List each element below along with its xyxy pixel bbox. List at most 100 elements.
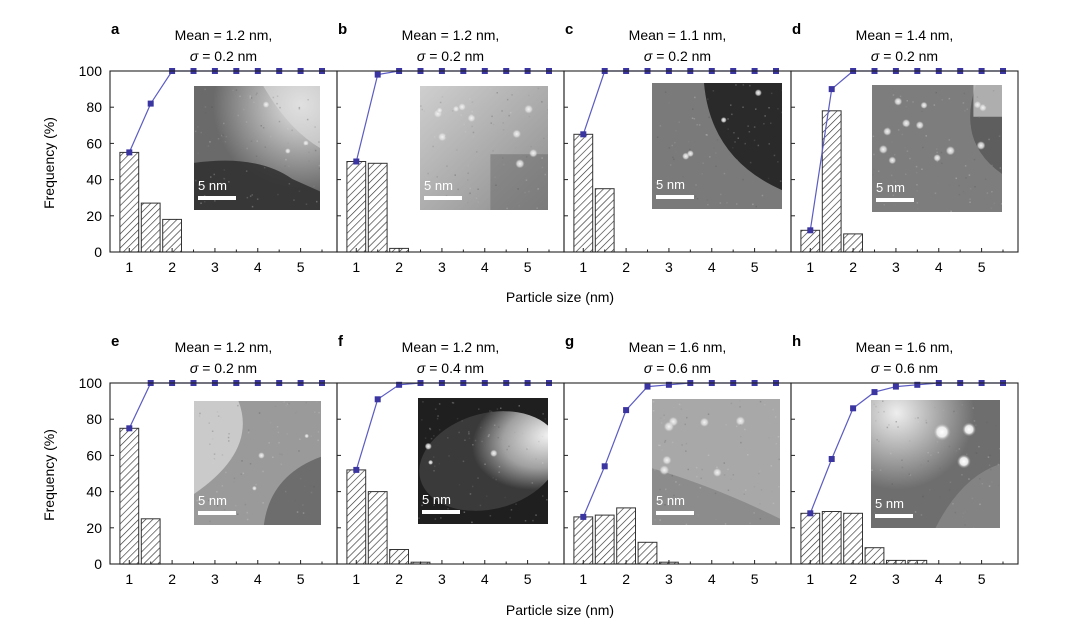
micrograph-grain: [753, 486, 756, 488]
histogram-bar: [573, 516, 594, 565]
micrograph-grain: [518, 205, 520, 207]
micrograph-grain: [899, 95, 902, 98]
micrograph-grain: [541, 435, 544, 438]
micrograph-grain: [686, 416, 688, 419]
micrograph-grain: [895, 421, 897, 423]
micrograph-grain: [682, 175, 684, 178]
micrograph-grain: [715, 165, 717, 167]
micrograph-grain: [241, 460, 243, 462]
micrograph-grain: [759, 470, 761, 473]
micrograph-grain: [1001, 85, 1002, 87]
micrograph-grain: [279, 106, 281, 109]
nanoparticle: [529, 148, 538, 158]
micrograph-grain: [224, 501, 227, 503]
micrograph-grain: [318, 167, 320, 170]
micrograph-grain: [197, 152, 200, 155]
micrograph-grain: [707, 413, 710, 415]
scale-bar-label: 5 nm: [656, 177, 685, 192]
micrograph-grain: [691, 117, 694, 119]
x-tick-label: 1: [125, 259, 133, 275]
micrograph-grain: [432, 95, 434, 98]
micrograph-grain: [767, 177, 770, 180]
micrograph-grain: [732, 147, 734, 149]
micrograph-grain: [260, 125, 262, 127]
micrograph-grain: [753, 512, 755, 514]
micrograph-grain: [305, 203, 308, 205]
micrograph-grain: [433, 435, 435, 437]
micrograph-grain: [262, 502, 264, 504]
micrograph-grain: [542, 413, 544, 415]
micrograph-grain: [528, 190, 530, 193]
micrograph-grain: [484, 463, 486, 465]
micrograph-grain: [964, 110, 966, 112]
micrograph-grain: [962, 102, 965, 104]
micrograph-grain: [471, 125, 473, 128]
micrograph-grain: [314, 149, 317, 152]
nanoparticle: [304, 433, 310, 439]
micrograph-grain: [308, 151, 310, 153]
x-tick-label: 3: [892, 259, 900, 275]
micrograph-grain: [469, 192, 471, 194]
nanoparticle: [262, 101, 270, 109]
micrograph-grain: [245, 121, 248, 123]
micrograph-grain: [733, 132, 735, 134]
micrograph-grain: [991, 191, 993, 193]
micrograph-grain: [653, 130, 655, 132]
micrograph-grain: [675, 481, 677, 483]
cumulative-marker: [396, 381, 403, 388]
x-tick-label: 2: [622, 571, 630, 587]
histogram-bar: [800, 512, 821, 565]
micrograph-grain: [276, 426, 279, 428]
micrograph-grain: [674, 141, 676, 144]
micrograph-grain: [772, 502, 775, 505]
micrograph-grain: [891, 483, 893, 485]
panel-title-line2: σ = 0.2 nm: [190, 48, 257, 64]
micrograph-grain: [220, 416, 222, 419]
micrograph-grain: [664, 439, 667, 442]
micrograph-grain: [494, 176, 496, 178]
micrograph-grain: [274, 405, 277, 407]
micrograph-grain: [255, 483, 257, 486]
cumulative-marker: [828, 456, 835, 462]
panel-title-line1: Mean = 1.2 nm,: [175, 27, 273, 43]
micrograph-grain: [702, 162, 704, 164]
micrograph-grain: [749, 161, 752, 164]
micrograph-grain: [210, 176, 212, 178]
cumulative-marker: [580, 131, 587, 138]
x-tick-label: 3: [665, 259, 673, 275]
micrograph-grain: [749, 84, 751, 87]
micrograph-grain: [917, 421, 920, 423]
x-tick-label: 2: [395, 259, 403, 275]
micrograph-grain: [434, 518, 437, 520]
micrograph-grain: [777, 161, 779, 163]
micrograph-grain: [755, 205, 757, 208]
micrograph-grain: [223, 169, 226, 171]
micrograph-grain: [745, 489, 747, 491]
micrograph-grain: [468, 433, 470, 435]
micrograph-grain: [221, 454, 224, 456]
scale-bar: 5 nm: [656, 177, 694, 199]
x-tick-label: 2: [395, 571, 403, 587]
micrograph-grain: [916, 184, 918, 186]
micrograph-grain: [439, 104, 442, 106]
micrograph-grain: [295, 500, 297, 502]
micrograph-grain: [245, 499, 247, 502]
micrograph-grain: [481, 440, 483, 443]
micrograph-grain: [506, 207, 508, 210]
micrograph-grain: [223, 177, 225, 180]
micrograph-grain: [731, 113, 733, 116]
micrograph-grain: [680, 184, 683, 187]
micrograph-grain: [978, 445, 980, 448]
nanoparticle: [735, 416, 746, 426]
x-tick-label: 1: [579, 259, 587, 275]
micrograph-grain: [971, 497, 974, 500]
micrograph-grain: [988, 138, 990, 141]
nanoparticle: [515, 159, 525, 169]
micrograph-grain: [948, 184, 951, 187]
micrograph-grain: [284, 165, 286, 167]
micrograph-grain: [421, 108, 423, 111]
x-tick-label: 1: [806, 571, 814, 587]
micrograph-grain: [901, 459, 903, 461]
micrograph-grain: [314, 126, 316, 128]
micrograph-grain: [672, 156, 674, 159]
